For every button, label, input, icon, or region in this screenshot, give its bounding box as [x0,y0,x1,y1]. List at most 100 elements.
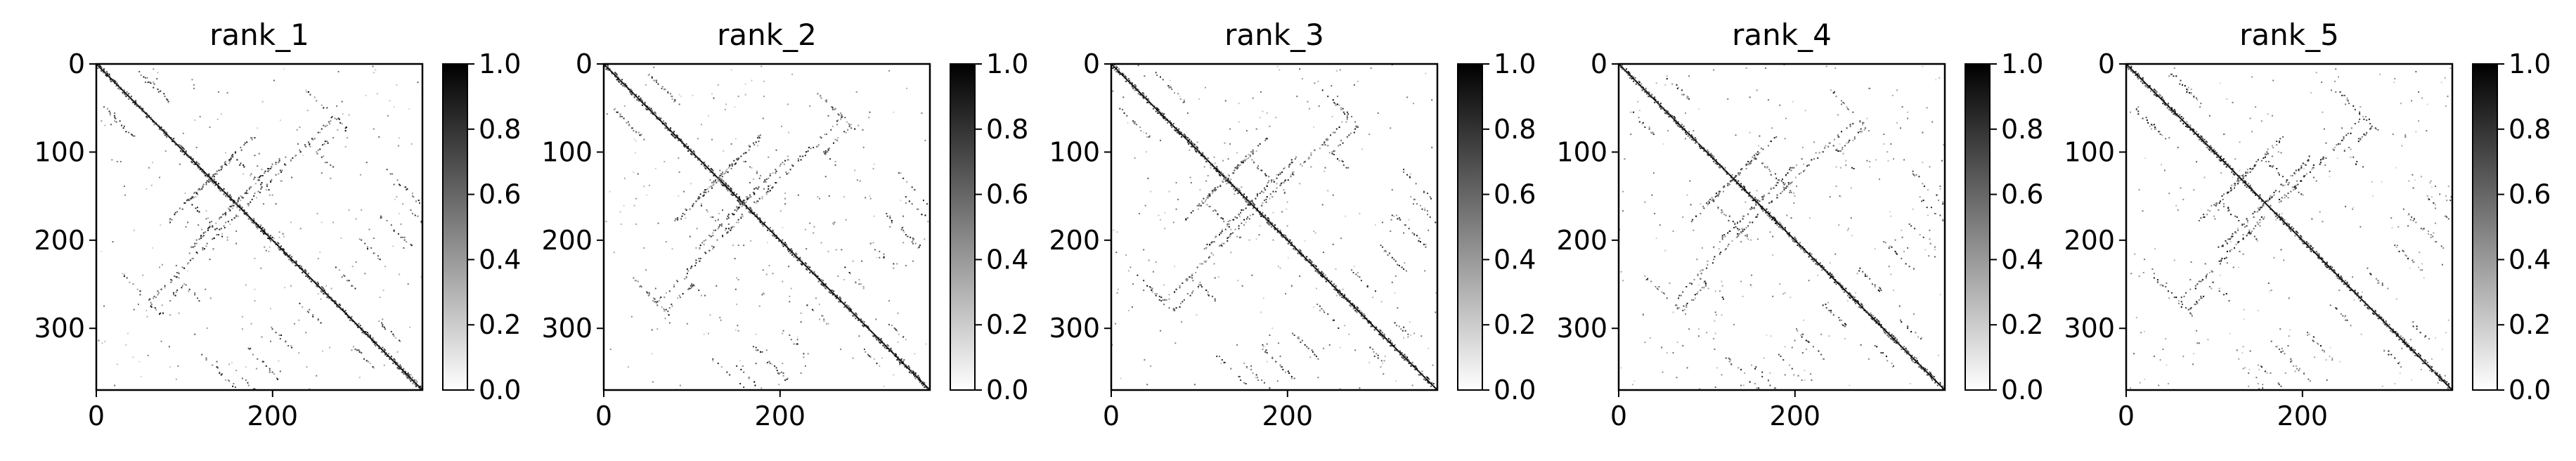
heatmap-cell [665,124,667,126]
heatmap-cell [240,208,242,210]
heatmap-cell [337,129,339,131]
heatmap-cell [795,254,797,256]
heatmap-cell [664,160,666,162]
heatmap-cell [782,372,784,374]
heatmap-cell [1361,312,1364,314]
heatmap-cell [1226,238,1229,240]
heatmap-cell [737,245,739,247]
heatmap-cell [706,167,708,169]
heatmap-cell [368,333,370,335]
x-tick-label: 200 [247,401,299,431]
heatmap-cell [406,373,408,375]
heatmap-cell [709,179,711,181]
heatmap-cell [317,257,319,259]
heatmap-cell [316,375,318,377]
heatmap-cell [904,366,906,368]
heatmap-cell [1179,96,1181,98]
heatmap-cell [1431,146,1433,148]
heatmap-cell [1642,86,1644,89]
heatmap-cell [751,212,753,214]
heatmap-cell [263,203,265,205]
heatmap-cell [378,346,380,348]
heatmap-cell [652,381,654,383]
heatmap-cell [1327,190,1329,192]
heatmap-cell [219,217,221,219]
heatmap-cell [363,332,365,335]
heatmap-cell [337,306,339,308]
heatmap-cell [399,183,401,186]
heatmap-cell [633,130,635,132]
heatmap-cell [1150,365,1152,367]
heatmap-cell [900,359,902,361]
heatmap-cell [171,280,173,282]
heatmap-cell [1192,145,1194,148]
heatmap-cell [1344,297,1346,299]
heatmap-cell [796,257,798,259]
heatmap-cell [317,285,319,287]
heatmap-cell [1658,104,1660,106]
heatmap-cell [1178,131,1180,133]
heatmap-cell [1399,351,1402,353]
heatmap-cell [654,114,656,116]
heatmap-cell [168,136,170,138]
heatmap-cell [229,198,231,200]
heatmap-cell [1159,114,1161,116]
heatmap-cell [848,124,850,126]
heatmap-cell [1183,99,1185,101]
heatmap-cell [343,311,345,313]
heatmap-cell [416,384,418,387]
heatmap-cell [616,79,618,81]
heatmap-cell [1331,283,1333,285]
heatmap-cell [417,215,419,217]
heatmap-cell [389,100,391,102]
heatmap-cell [1648,96,1650,98]
heatmap-cell [918,377,920,379]
heatmap-cell [1353,304,1355,306]
heatmap-cell [313,280,316,283]
heatmap-cell [906,366,908,368]
heatmap-cell [1243,363,1245,365]
heatmap-cell [1391,281,1393,283]
heatmap-cell [661,123,664,125]
heatmap-cell [1401,352,1403,354]
heatmap-cell [270,241,272,243]
heatmap-cell [730,167,732,169]
heatmap-cell [1315,287,1317,290]
heatmap-cell [911,241,913,243]
heatmap-cell [783,163,785,165]
heatmap-cell [718,226,720,228]
heatmap-cell [299,267,302,269]
heatmap-cell [98,66,101,68]
heatmap-cell [1276,228,1279,230]
heatmap-cell [300,268,302,270]
heatmap-cell [128,93,130,95]
heatmap-cell [1199,189,1201,191]
heatmap-cell [152,162,154,164]
heatmap-cell [765,225,767,227]
heatmap-cell [1276,231,1279,233]
heatmap-cell [177,365,179,367]
heatmap-cell [621,115,623,117]
heatmap-cell [340,308,342,310]
heatmap-cell [868,117,870,119]
heatmap-cell [1230,178,1232,181]
heatmap-cell [257,176,259,178]
heatmap-cell [415,385,417,387]
heatmap-cell [1223,177,1225,179]
heatmap-cell [1681,124,1683,126]
heatmap-cell [805,248,808,250]
heatmap-cell [285,252,287,254]
heatmap-cell [753,144,756,146]
heatmap-cell [703,243,705,245]
heatmap-cell [890,350,892,352]
heatmap-cell [126,277,128,279]
heatmap-cell [1264,351,1267,353]
heatmap-cell [321,286,323,288]
heatmap-cell [782,243,784,245]
heatmap-cell [1645,87,1647,89]
heatmap-cell [225,221,227,223]
heatmap-cell [219,216,221,218]
heatmap-cell [306,91,308,93]
heatmap-cell [286,254,288,256]
heatmap-cell [215,183,217,186]
